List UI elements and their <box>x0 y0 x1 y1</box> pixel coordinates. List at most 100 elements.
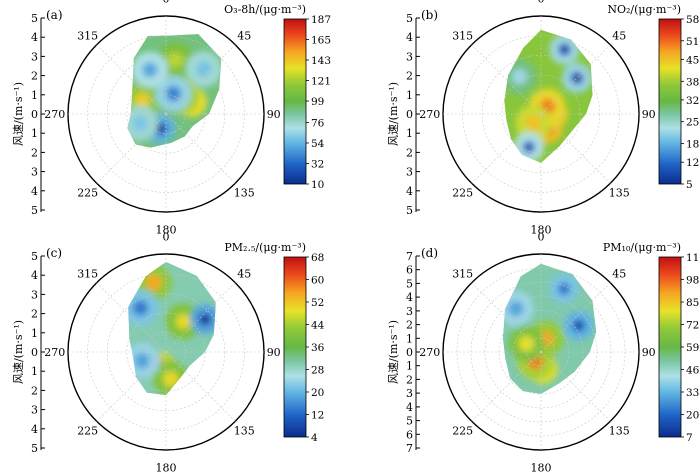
radial-tick-label: 5 <box>31 12 38 25</box>
grid-spoke <box>540 113 611 184</box>
colorbar: O₃-8h/(μg·m⁻³) 10 32 54 76 99 121 143 165 187 <box>224 3 331 191</box>
colorbar-tick-label: 44 <box>311 320 325 332</box>
radial-tick-label: 2 <box>31 70 38 83</box>
angle-tick-label: 180 <box>531 462 552 474</box>
hotspot <box>175 313 192 330</box>
hotspot <box>198 313 212 326</box>
radial-tick-label: 2 <box>406 70 413 83</box>
angle-tick-label: 45 <box>237 30 251 43</box>
hotspot <box>508 300 524 317</box>
colorbar-tick-label: 7 <box>686 432 693 444</box>
grid-spoke <box>471 351 542 422</box>
colorbar-tick-label: 98 <box>686 275 699 287</box>
colorbar-tick-label: 121 <box>311 76 331 88</box>
colorbar-tick-label: 33 <box>686 387 699 399</box>
radial-axis-label: 风速/(m·s⁻¹) <box>387 82 400 146</box>
colorbar-tick-label: 143 <box>311 55 331 67</box>
radial-tick-label: 0 <box>406 346 413 359</box>
polar-panel-4: 04590135180225270315011223344556677风速/(m… <box>387 230 700 474</box>
radial-tick-label: 7 <box>406 442 413 455</box>
panel-label: (c) <box>46 246 62 260</box>
angle-tick-label: 315 <box>77 30 98 43</box>
hotspot <box>134 92 150 109</box>
colorbar-title: PM₂.₅/(μg·m⁻³) <box>224 241 306 254</box>
colorbar-tick-label: 45 <box>686 55 699 67</box>
hotspot <box>132 300 149 316</box>
data-region <box>128 261 216 396</box>
colorbar: PM₁₀/(μg·m⁻³) 7 20 33 46 59 72 85 98 111 <box>603 241 700 444</box>
radial-tick-label: 1 <box>31 127 38 140</box>
radial-tick-label: 2 <box>406 319 413 332</box>
grid-ring <box>87 35 245 193</box>
colorbar: PM₂.₅/(μg·m⁻³) 4 12 20 28 36 44 52 60 68 <box>224 241 324 444</box>
hotspot <box>142 62 158 78</box>
angle-tick-label: 0 <box>163 230 170 243</box>
hotspot <box>518 335 535 352</box>
hotspot <box>525 115 542 131</box>
grid-spoke <box>165 113 236 184</box>
grid-ring <box>106 292 226 412</box>
angle-tick-label: 45 <box>612 30 626 43</box>
colorbar-tick-label: 52 <box>311 297 324 309</box>
radial-tick-label: 0 <box>406 108 413 121</box>
colorbar-title: PM₁₀/(μg·m⁻³) <box>603 241 681 254</box>
radial-tick-label: 5 <box>406 277 413 290</box>
radial-tick-label: 5 <box>31 204 38 217</box>
angle-tick-label: 315 <box>77 268 98 281</box>
radial-tick-label: 1 <box>406 332 413 345</box>
angle-tick-label: 270 <box>419 108 440 121</box>
radial-tick-label: 1 <box>31 89 38 102</box>
radial-tick-label: 4 <box>31 269 38 282</box>
colorbar-tick-label: 36 <box>311 342 325 354</box>
radial-tick-label: 5 <box>31 442 38 455</box>
grid-ring <box>126 312 206 392</box>
angle-tick-label: 225 <box>77 186 98 199</box>
grid-spoke <box>96 113 167 184</box>
radial-tick-label: 3 <box>406 166 413 179</box>
angle-tick-label: 0 <box>163 0 170 5</box>
colorbar-tick-label: 165 <box>311 35 331 47</box>
hotspot <box>134 353 150 369</box>
colorbar-tick-label: 12 <box>311 410 324 422</box>
data-region <box>127 34 222 148</box>
colorbar-tick-label: 60 <box>311 275 324 287</box>
hotspot <box>572 319 585 332</box>
grid-spoke <box>96 351 167 422</box>
radial-tick-label: 3 <box>31 166 38 179</box>
grid-ring <box>106 54 226 174</box>
angle-tick-label: 135 <box>609 424 630 437</box>
angle-tick-label: 0 <box>538 0 545 5</box>
grid-spoke <box>165 351 236 422</box>
radial-tick-label: 2 <box>31 384 38 397</box>
grid-ring <box>521 94 561 134</box>
radial-tick-label: 5 <box>406 204 413 217</box>
grid-ring <box>87 273 245 431</box>
radial-tick-label: 7 <box>406 250 413 263</box>
grid-ring <box>146 332 186 372</box>
angle-tick-label: 180 <box>156 224 177 237</box>
colorbar-title: NO₂/(μg·m⁻³) <box>607 3 681 16</box>
angle-tick-label: 45 <box>237 268 251 281</box>
grid-spoke <box>540 44 611 115</box>
polar-panel-3: 0459013518022527031501122334455风速/(m·s⁻¹… <box>12 230 325 474</box>
colorbar-tick-label: 20 <box>686 410 699 422</box>
grid-ring <box>481 54 601 174</box>
radial-tick-label: 5 <box>31 250 38 263</box>
radial-tick-label: 4 <box>406 185 413 198</box>
grid-spoke <box>165 44 236 115</box>
grid-spoke <box>96 44 167 115</box>
grid-spoke <box>165 282 236 353</box>
radial-tick-label: 2 <box>31 308 38 321</box>
hotspot <box>167 52 184 68</box>
panel-label: (a) <box>46 8 63 22</box>
radial-tick-label: 2 <box>406 146 413 159</box>
colorbar-tick-label: 25 <box>686 117 699 129</box>
grid-spoke <box>540 282 611 353</box>
radial-tick-label: 3 <box>406 50 413 63</box>
radial-axis-label: 风速/(m·s⁻¹) <box>12 320 25 384</box>
colorbar-title: O₃-8h/(μg·m⁻³) <box>224 3 306 16</box>
colorbar-gradient <box>658 18 682 185</box>
hotspot <box>557 282 571 295</box>
angle-tick-label: 45 <box>612 268 626 281</box>
